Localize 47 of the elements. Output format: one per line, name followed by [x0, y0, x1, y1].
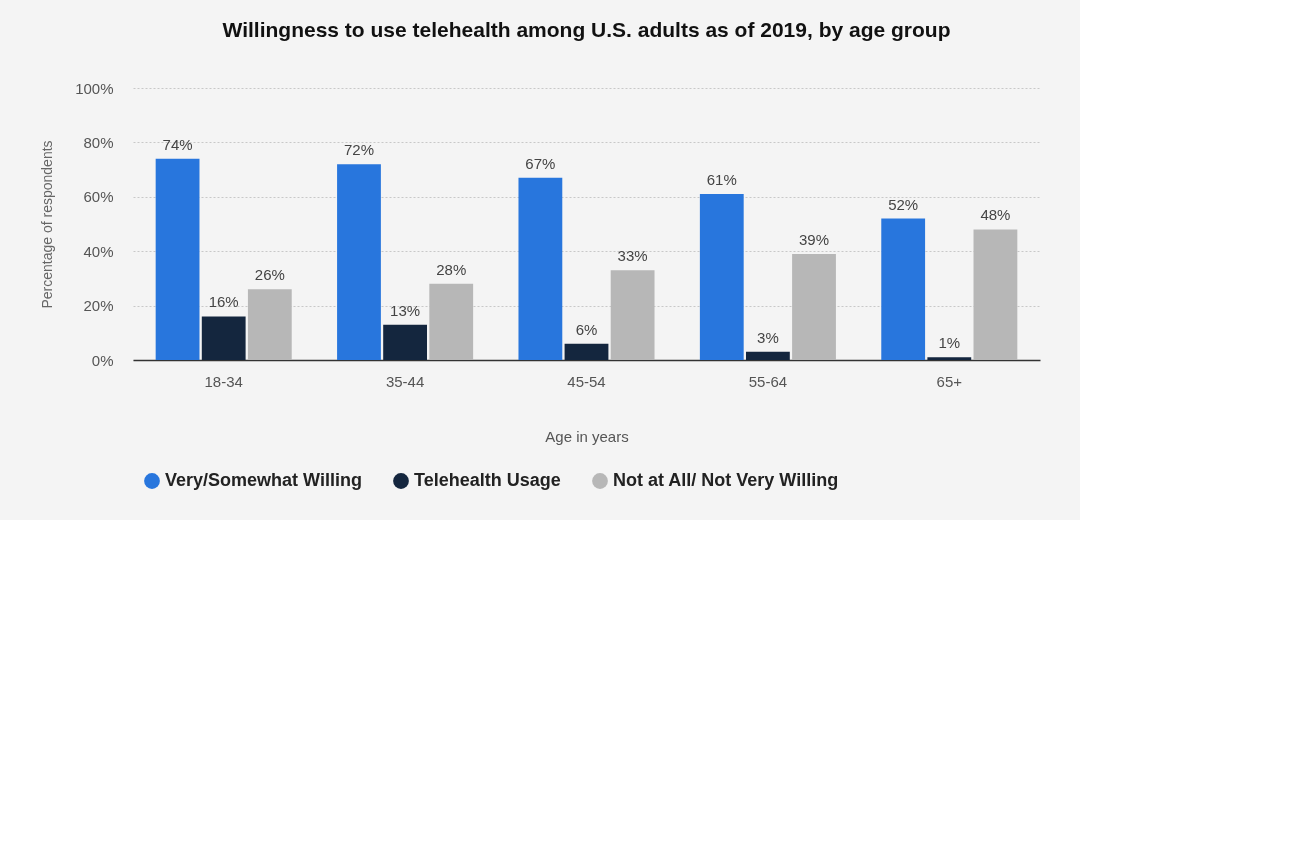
data-label: 16% — [208, 293, 239, 311]
data-label: 3% — [757, 328, 779, 346]
bar — [429, 283, 474, 360]
x-axis-title: Age in years — [545, 427, 629, 445]
legend-label: Telehealth Usage — [414, 470, 561, 490]
y-tick-label: 0% — [91, 351, 114, 369]
data-label: 48% — [980, 206, 1011, 224]
legend-label: Very/Somewhat Willing — [165, 470, 362, 490]
data-label: 52% — [888, 195, 919, 213]
data-label: 6% — [575, 320, 598, 338]
x-tick-label: 55-64 — [748, 372, 788, 390]
bar — [927, 357, 972, 360]
data-label: 33% — [617, 247, 648, 265]
data-label: 13% — [390, 301, 421, 319]
y-tick-label: 100% — [75, 79, 114, 97]
bar — [745, 351, 790, 360]
data-label: 67% — [525, 154, 556, 172]
bar — [610, 270, 655, 360]
y-tick-label: 20% — [83, 297, 114, 315]
data-label: 61% — [706, 171, 737, 189]
y-tick-label: 40% — [83, 242, 114, 260]
bar — [247, 289, 292, 360]
data-label: 72% — [343, 141, 374, 159]
x-tick-label: 45-54 — [567, 372, 606, 390]
bar — [337, 164, 381, 360]
data-label: 26% — [254, 266, 285, 284]
bar — [564, 343, 609, 360]
x-tick-label: 35-44 — [385, 372, 425, 390]
bar — [699, 194, 744, 360]
data-label: 74% — [162, 135, 193, 153]
x-tick-label: 65+ — [936, 372, 963, 390]
bar — [155, 158, 200, 360]
data-label: 39% — [799, 230, 830, 248]
x-tick-label: 18-34 — [204, 372, 243, 390]
bar — [201, 316, 246, 360]
chart-title: Willingness to use telehealth among U.S. adults as of 2019, by age group — [222, 18, 951, 41]
y-tick-label: 60% — [83, 188, 114, 206]
bar — [881, 218, 926, 360]
bar — [518, 177, 563, 360]
bar — [383, 324, 428, 360]
bar — [792, 253, 836, 360]
y-axis-title: Percentage of respondents — [39, 140, 56, 309]
legend-label: Not at All/ Not Very Willing — [613, 470, 839, 490]
y-tick-label: 80% — [83, 133, 114, 151]
data-label: 1% — [938, 334, 961, 352]
bar — [973, 229, 1018, 360]
data-label: 28% — [436, 260, 467, 278]
